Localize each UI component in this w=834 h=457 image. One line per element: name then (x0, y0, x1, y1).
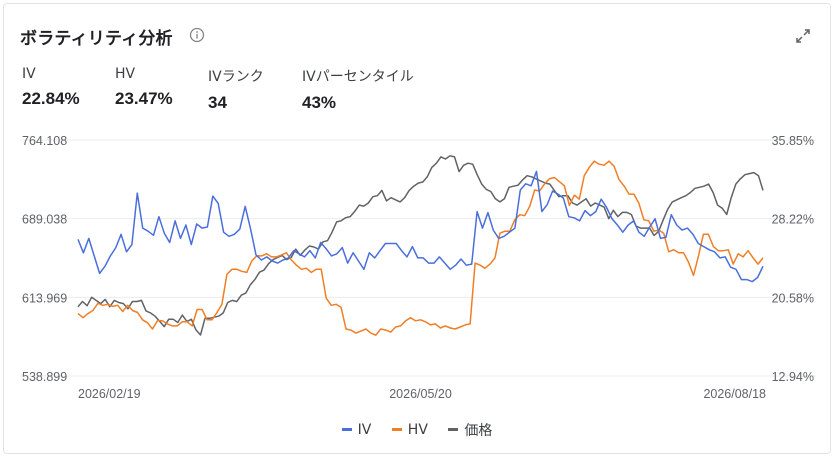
stat-value: 34 (208, 93, 227, 112)
volatility-card (3, 3, 831, 454)
info-circle-icon[interactable] (189, 27, 205, 43)
stat-label: IVパーセンタイル (302, 69, 414, 85)
price-series-line (77, 155, 764, 336)
chart-legend: IV HV 価格 (0, 419, 834, 440)
stat-label: IV (22, 66, 36, 82)
right-axis-tick-label: 12.94% (772, 370, 814, 384)
legend-item-price[interactable]: 価格 (448, 420, 492, 440)
stat-value: 43% (302, 93, 337, 112)
left-axis-tick-label: 613.969 (22, 291, 67, 305)
expand-icon[interactable] (794, 27, 812, 45)
right-axis-tick-label: 20.58% (772, 291, 814, 305)
hv-series-line (77, 160, 764, 336)
left-axis-tick-label: 689.038 (22, 213, 67, 227)
stat-value: 23.47% (115, 89, 173, 108)
x-axis-tick-label: 2026/02/19 (78, 387, 141, 401)
iv-series-line (77, 170, 764, 283)
stat-value: 22.84% (22, 89, 80, 108)
legend-label: HV (407, 421, 428, 438)
x-axis-tick-label: 2026/05/20 (389, 387, 452, 401)
legend-swatch-hv (391, 428, 402, 431)
right-axis-tick-label: 35.85% (772, 134, 814, 148)
stat-iv: IV 22.84% (22, 66, 80, 109)
stat-iv-percentile: IVパーセンタイル 43% (302, 66, 414, 113)
legend-label: IV (357, 421, 372, 438)
stat-hv: HV 23.47% (115, 66, 173, 109)
legend-swatch-price (448, 428, 459, 431)
right-axis-tick-label: 28.22% (772, 213, 814, 227)
legend-swatch-iv (341, 428, 352, 431)
x-axis-tick-label: 2026/08/18 (703, 387, 766, 401)
legend-label: 価格 (464, 422, 493, 439)
left-axis-tick-label: 764.108 (22, 134, 67, 148)
left-axis-tick-label: 538.899 (22, 370, 67, 384)
stat-label: HV (115, 66, 136, 82)
stat-label: IVランク (208, 69, 264, 85)
legend-item-hv[interactable]: HV (391, 421, 428, 438)
stat-iv-rank: IVランク 34 (208, 66, 264, 113)
legend-item-iv[interactable]: IV (341, 421, 372, 438)
card-title: ボラティリティ分析 (20, 29, 173, 49)
